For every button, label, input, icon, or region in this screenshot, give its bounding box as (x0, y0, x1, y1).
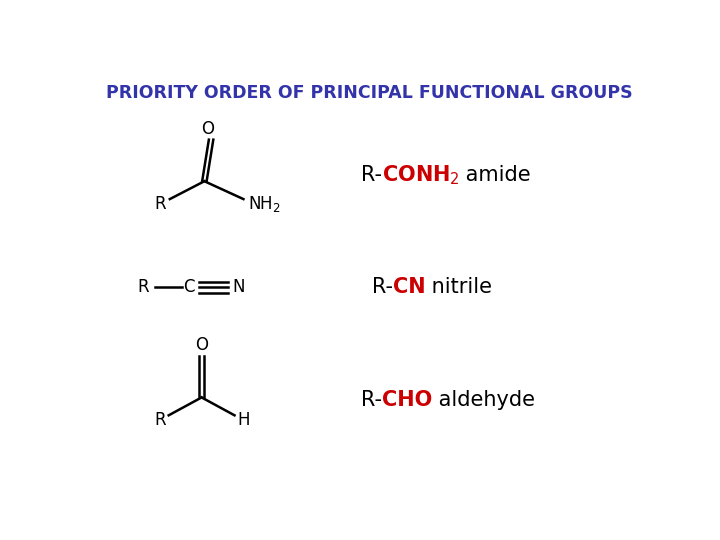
Text: O: O (195, 336, 208, 354)
Text: R: R (138, 278, 149, 296)
Text: NH$_2$: NH$_2$ (248, 194, 281, 214)
Text: nitrile: nitrile (426, 277, 492, 297)
Text: PRIORITY ORDER OF PRINCIPAL FUNCTIONAL GROUPS: PRIORITY ORDER OF PRINCIPAL FUNCTIONAL G… (106, 84, 632, 102)
Text: R: R (154, 195, 166, 213)
Text: R-: R- (361, 165, 382, 185)
Text: N: N (232, 278, 245, 296)
Text: CONH$_{2}$: CONH$_{2}$ (382, 163, 459, 187)
Text: amide: amide (459, 165, 531, 185)
Text: CN: CN (393, 277, 426, 297)
Text: O: O (201, 120, 215, 138)
Text: R: R (154, 411, 166, 429)
Text: CHO: CHO (382, 389, 432, 409)
Text: R-: R- (361, 389, 382, 409)
Text: aldehyde: aldehyde (432, 389, 535, 409)
Text: C: C (184, 278, 195, 296)
Text: R-: R- (372, 277, 393, 297)
Text: H: H (237, 411, 250, 429)
